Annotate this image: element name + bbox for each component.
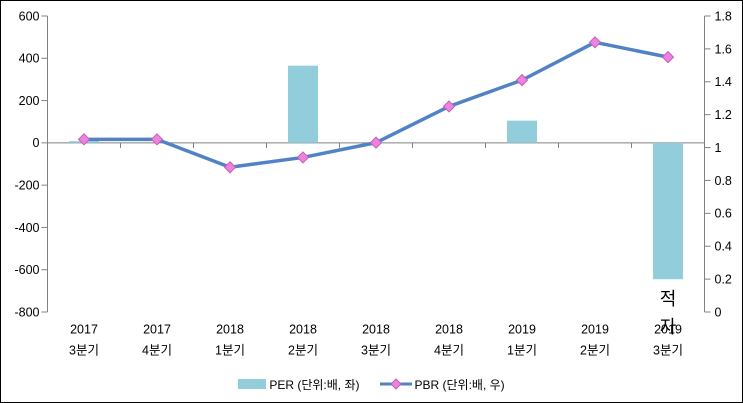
legend-item-per: PER (단위:배, 좌) xyxy=(238,376,360,393)
right-axis-tick-label: 1 xyxy=(715,141,722,155)
x-axis-label-quarter: 2분기 xyxy=(580,344,610,358)
x-axis-label-year: 2019 xyxy=(508,323,536,337)
x-axis-label-year: 2019 xyxy=(654,323,682,337)
right-axis-tick-label: 0.4 xyxy=(715,240,732,254)
pbr-marker xyxy=(77,133,91,146)
right-axis-tick-label: 1.6 xyxy=(715,42,732,56)
per-bar-swatch xyxy=(238,379,267,389)
right-axis-tick-label: 0.8 xyxy=(715,174,732,188)
pbr-marker xyxy=(661,50,675,64)
x-axis-label-quarter: 3분기 xyxy=(361,344,391,358)
x-axis-label-year: 2018 xyxy=(216,323,244,337)
pbr-marker xyxy=(369,136,383,149)
legend-item-pbr: PBR (단위:배, 우) xyxy=(379,376,505,393)
x-axis-label-quarter: 1분기 xyxy=(507,344,537,358)
left-axis-tick-label: 600 xyxy=(19,9,40,23)
chart-legend: PER (단위:배, 좌) PBR (단위:배, 우) xyxy=(1,373,742,395)
right-axis-tick-label: 0.6 xyxy=(715,207,732,221)
x-axis-label-quarter: 2분기 xyxy=(288,344,318,358)
left-axis-tick-label: -400 xyxy=(14,221,39,235)
pbr-marker xyxy=(442,100,456,113)
pbr-marker xyxy=(150,133,164,146)
legend-label-pbr: PBR (단위:배, 우) xyxy=(414,377,505,392)
pbr-marker xyxy=(296,151,310,164)
loss-annotation: 적 xyxy=(660,289,677,309)
left-axis-tick-label: -200 xyxy=(14,179,39,193)
x-axis-label-quarter: 3분기 xyxy=(69,344,99,358)
x-axis-label-quarter: 3분기 xyxy=(653,344,683,358)
x-axis-label-quarter: 1분기 xyxy=(215,344,245,358)
pbr-marker xyxy=(588,36,602,49)
left-axis-tick-label: 200 xyxy=(19,94,40,108)
per-bar xyxy=(653,142,683,280)
pbr-marker xyxy=(223,161,237,174)
x-axis-label-quarter: 4분기 xyxy=(434,344,464,358)
x-axis-label-year: 2017 xyxy=(143,323,171,337)
x-axis-label-year: 2018 xyxy=(289,323,317,337)
pbr-line-swatch xyxy=(379,378,412,390)
left-axis-tick-label: -800 xyxy=(14,305,39,319)
loss-annotation: 자 xyxy=(660,317,677,337)
left-axis-tick-label: -600 xyxy=(14,263,39,277)
right-axis-tick-label: 1.8 xyxy=(715,9,732,23)
per-bar xyxy=(288,65,318,143)
x-axis-label-year: 2018 xyxy=(362,323,390,337)
pbr-marker xyxy=(515,73,529,87)
x-axis-label-year: 2018 xyxy=(435,323,463,337)
left-axis-tick-label: 400 xyxy=(19,52,40,66)
right-axis-tick-label: 1.4 xyxy=(715,75,732,89)
left-axis-tick-label: 0 xyxy=(33,136,40,150)
right-axis-tick-label: 1.2 xyxy=(715,108,732,122)
x-axis-label-year: 2017 xyxy=(70,323,98,337)
per-bar xyxy=(507,120,537,143)
x-axis-label-year: 2019 xyxy=(581,323,609,337)
x-axis-label-quarter: 4분기 xyxy=(142,344,172,358)
right-axis-tick-label: 0.2 xyxy=(715,272,732,286)
right-axis-tick-label: 0 xyxy=(715,305,722,319)
legend-label-per: PER (단위:배, 좌) xyxy=(269,377,360,392)
